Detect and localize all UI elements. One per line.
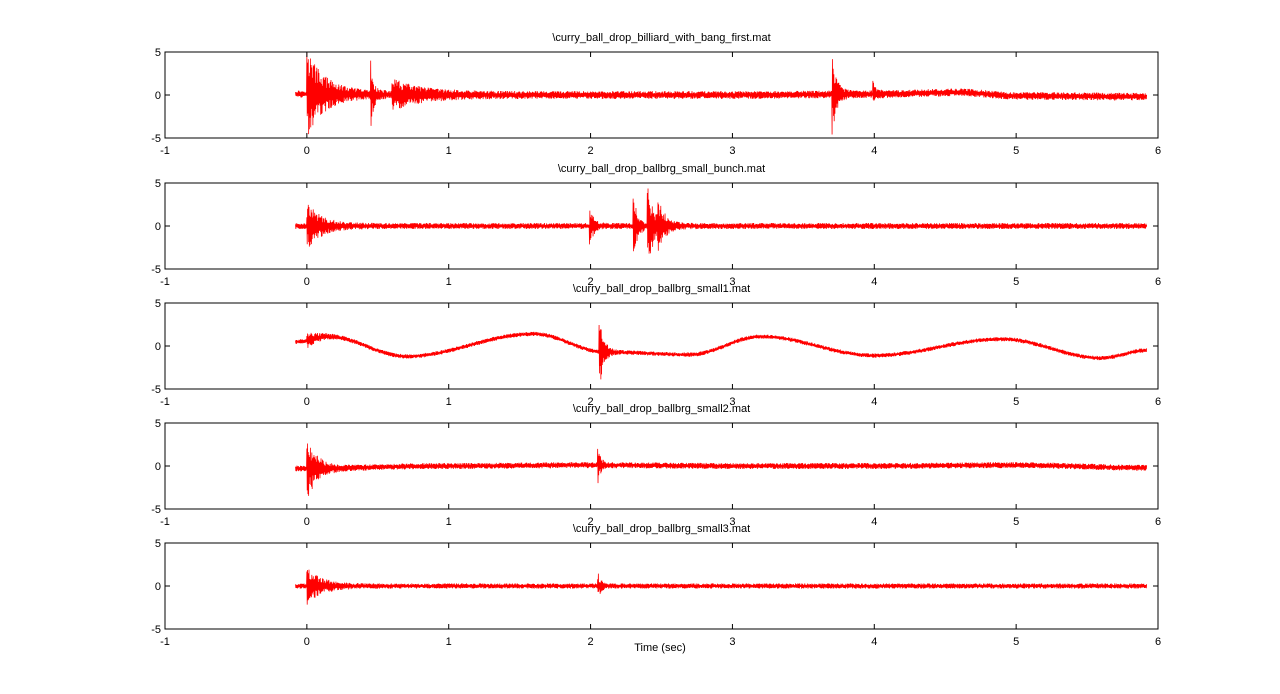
subplot-title: \curry_ball_drop_ballbrg_small1.mat [573,283,750,295]
x-tick-label: 2 [588,276,594,288]
x-tick-label: 1 [446,276,452,288]
subplot-grid: \curry_ball_drop_billiard_with_bang_firs… [151,32,1161,648]
signal-trace [295,52,1148,135]
signal-trace [295,443,1148,496]
x-tick-label: 4 [871,516,877,528]
x-tick-label: 3 [729,276,735,288]
x-tick-label: -1 [160,636,170,648]
x-tick-label: 2 [588,516,594,528]
x-tick-label: 1 [446,516,452,528]
x-tick-label: 0 [304,396,310,408]
x-tick-label: -1 [160,516,170,528]
y-tick-label: 5 [155,298,161,310]
x-tick-label: 4 [871,276,877,288]
x-tick-label: 4 [871,145,877,157]
x-tick-label: 3 [729,396,735,408]
y-tick-label: -5 [151,384,161,396]
subplot-5: \curry_ball_drop_ballbrg_small3.mat -1 0 1 2… [151,523,1161,648]
signal-trace [295,325,1148,380]
x-tick-label: 5 [1013,636,1019,648]
subplot-title: \curry_ball_drop_ballbrg_small2.mat [573,403,750,415]
y-tick-label: 5 [155,538,161,550]
x-tick-label: 0 [304,276,310,288]
y-tick-label: -5 [151,133,161,145]
x-axis-label: Time (sec) [634,642,686,654]
x-tick-label: 5 [1013,145,1019,157]
y-tick-label: 0 [155,221,161,233]
x-tick-label: 2 [588,145,594,157]
y-tick-label: 5 [155,47,161,59]
y-tick-label: -5 [151,264,161,276]
subplot-3: \curry_ball_drop_ballbrg_small1.mat -1 0 1 2… [151,283,1161,408]
x-tick-label: 4 [871,636,877,648]
x-tick-label: -1 [160,396,170,408]
subplot-title: \curry_ball_drop_ballbrg_small3.mat [573,523,750,535]
x-tick-label: 3 [729,516,735,528]
x-tick-label: 3 [729,636,735,648]
subplot-2: \curry_ball_drop_ballbrg_small_bunch.mat… [151,163,1161,288]
x-tick-label: 5 [1013,276,1019,288]
x-tick-label: 3 [729,145,735,157]
y-tick-label: 0 [155,461,161,473]
y-tick-label: -5 [151,504,161,516]
x-tick-label: 6 [1155,516,1161,528]
x-tick-label: 1 [446,396,452,408]
signal-trace [295,188,1148,254]
subplot-1: \curry_ball_drop_billiard_with_bang_firs… [151,32,1161,157]
x-tick-label: -1 [160,276,170,288]
x-tick-label: 6 [1155,145,1161,157]
signal-trace [295,569,1148,605]
x-tick-label: 0 [304,636,310,648]
x-tick-label: 6 [1155,396,1161,408]
y-tick-label: 5 [155,178,161,190]
x-tick-label: 1 [446,145,452,157]
x-tick-label: 1 [446,636,452,648]
y-tick-label: 0 [155,341,161,353]
y-tick-label: 0 [155,90,161,102]
subplot-title: \curry_ball_drop_billiard_with_bang_firs… [552,32,770,44]
x-tick-label: 5 [1013,396,1019,408]
x-tick-label: 4 [871,396,877,408]
x-tick-label: -1 [160,145,170,157]
x-tick-label: 2 [588,396,594,408]
y-tick-label: 0 [155,581,161,593]
x-tick-label: 6 [1155,636,1161,648]
x-tick-label: 0 [304,516,310,528]
subplot-4: \curry_ball_drop_ballbrg_small2.mat -1 0 1 2… [151,403,1161,528]
x-tick-label: 0 [304,145,310,157]
x-tick-label: 6 [1155,276,1161,288]
y-tick-label: -5 [151,624,161,636]
subplot-title: \curry_ball_drop_ballbrg_small_bunch.mat [558,163,765,175]
x-tick-label: 2 [588,636,594,648]
x-tick-label: 5 [1013,516,1019,528]
y-tick-label: 5 [155,418,161,430]
